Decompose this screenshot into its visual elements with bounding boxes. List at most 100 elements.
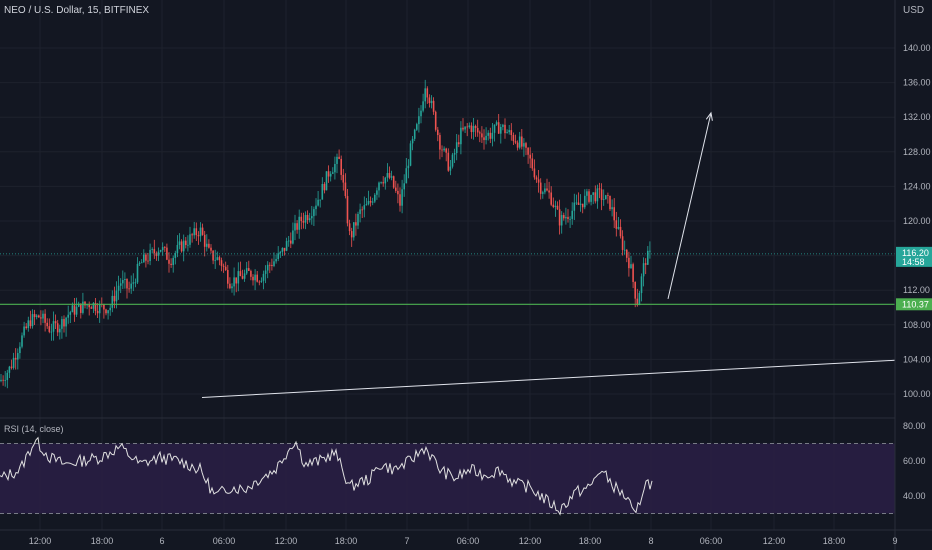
candle-body bbox=[292, 230, 294, 244]
candle-body bbox=[130, 283, 132, 289]
candle-body bbox=[611, 207, 613, 210]
candle-body bbox=[119, 283, 122, 286]
candle-body bbox=[426, 88, 429, 98]
candle-body bbox=[136, 263, 139, 283]
candle-body bbox=[122, 279, 124, 284]
candle-body bbox=[600, 189, 603, 200]
candle-body bbox=[485, 135, 487, 141]
candle-body bbox=[317, 199, 319, 206]
candle-body bbox=[218, 257, 221, 261]
candle-body bbox=[363, 205, 366, 210]
rsi-indicator-label[interactable]: RSI (14, close) bbox=[4, 424, 64, 434]
candle-body bbox=[338, 156, 340, 159]
candle-body bbox=[525, 143, 527, 148]
candle-body bbox=[92, 302, 95, 309]
candle-body bbox=[325, 171, 328, 191]
current-price-value: 116.20 bbox=[902, 248, 929, 258]
candle-body bbox=[378, 182, 380, 191]
candle-body bbox=[159, 250, 162, 252]
candle-body bbox=[90, 307, 93, 309]
candle-body bbox=[143, 254, 145, 263]
candle-body bbox=[94, 302, 97, 311]
candle-body bbox=[508, 130, 510, 133]
candle-body bbox=[449, 166, 452, 171]
candle-body bbox=[210, 247, 212, 251]
symbol-title[interactable]: NEO / U.S. Dollar, 15, BITFINEX bbox=[4, 5, 150, 16]
candle-body bbox=[542, 192, 544, 194]
candle-body bbox=[237, 271, 240, 284]
candle-body bbox=[516, 142, 519, 148]
candle-body bbox=[222, 265, 225, 267]
candle-body bbox=[206, 243, 208, 247]
candle-body bbox=[529, 154, 531, 159]
candle-body bbox=[258, 281, 261, 283]
candle-body bbox=[558, 209, 561, 226]
candle-body bbox=[44, 313, 46, 323]
candle-body bbox=[348, 223, 351, 232]
candle-body bbox=[38, 315, 40, 318]
candle-body bbox=[189, 234, 191, 245]
candle-body bbox=[109, 307, 111, 311]
candle-body bbox=[581, 203, 584, 208]
candle-body bbox=[262, 273, 265, 281]
candle-body bbox=[460, 127, 462, 145]
candle-body bbox=[497, 122, 500, 134]
price-tick-label: 108.00 bbox=[903, 320, 931, 330]
time-tick-label: 8 bbox=[648, 536, 653, 546]
candle-body bbox=[434, 111, 437, 130]
candle-body bbox=[48, 326, 51, 332]
candle-body bbox=[304, 214, 307, 223]
candle-body bbox=[405, 168, 408, 184]
candle-body bbox=[346, 196, 349, 224]
projection-arrow[interactable] bbox=[667, 112, 712, 299]
candle-body bbox=[212, 250, 214, 261]
candle-body bbox=[277, 253, 279, 260]
candle-body bbox=[395, 187, 397, 191]
candle-body bbox=[458, 142, 460, 145]
candle-body bbox=[77, 303, 80, 307]
currency-label[interactable]: USD bbox=[903, 5, 925, 16]
candle-body bbox=[359, 209, 361, 214]
candle-body bbox=[250, 270, 252, 277]
candle-body bbox=[59, 328, 61, 333]
candle-body bbox=[638, 293, 641, 306]
candle-body bbox=[590, 194, 592, 202]
candle-body bbox=[300, 216, 303, 222]
candle-body bbox=[197, 235, 200, 237]
rsi-tick-label: 40.00 bbox=[903, 491, 926, 501]
candle-body bbox=[374, 194, 376, 202]
drawing-tools[interactable] bbox=[201, 111, 896, 398]
candle-body bbox=[636, 298, 639, 306]
candle-body bbox=[134, 282, 137, 284]
candle-body bbox=[365, 204, 368, 206]
candle-body bbox=[407, 165, 410, 169]
candle-body bbox=[640, 276, 643, 294]
candle-body bbox=[302, 221, 305, 223]
candle-body bbox=[495, 122, 498, 125]
candle-body bbox=[216, 257, 219, 260]
time-axis[interactable]: 12:00 18:00 6 06:00 12:00 18:00 7 06:00 12:00 18:… bbox=[29, 536, 898, 546]
candle-body bbox=[98, 304, 101, 314]
candle-body bbox=[489, 132, 492, 139]
candle-body bbox=[550, 192, 552, 205]
candle-body bbox=[617, 226, 620, 229]
candle-body bbox=[483, 137, 485, 141]
candle-body bbox=[592, 192, 594, 195]
candle-body bbox=[321, 183, 324, 200]
candle-body bbox=[472, 125, 475, 133]
rising-trendline[interactable] bbox=[201, 359, 896, 398]
time-tick-label: 9 bbox=[892, 536, 897, 546]
candle-body bbox=[552, 204, 555, 207]
candle-body bbox=[535, 177, 538, 180]
candle-body bbox=[539, 182, 542, 194]
candle-body bbox=[479, 132, 481, 134]
price-axis[interactable]: 140.00 136.00 132.00 128.00 124.00 120.00 116.… bbox=[903, 43, 931, 399]
candle-body bbox=[420, 110, 422, 117]
candle-body bbox=[470, 125, 473, 133]
candle-body bbox=[380, 182, 382, 184]
candle-body bbox=[628, 257, 630, 269]
candle-body bbox=[401, 189, 403, 206]
time-tick-label: 06:00 bbox=[457, 536, 480, 546]
candle-body bbox=[10, 366, 13, 368]
